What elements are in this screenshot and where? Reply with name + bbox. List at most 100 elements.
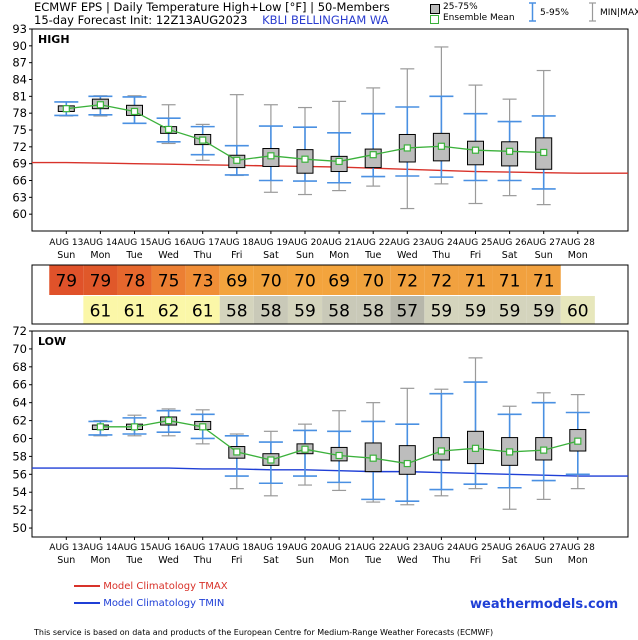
legend-tmax-line bbox=[74, 585, 100, 587]
low-xtick-date-label: AUG 28 bbox=[561, 543, 595, 553]
legend-whisker-glyph bbox=[528, 2, 536, 22]
low-xtick-weekday-label: Sun bbox=[296, 555, 314, 566]
high-ensemble-mean-point bbox=[369, 151, 377, 159]
high-panel: 60 63 66 69 72 75 78 81 84 87 90 93 HIGH AUG 13 Sun AUG… bbox=[12, 22, 629, 261]
high-summary-cell bbox=[49, 265, 84, 295]
high-summary-cell-value: 72 bbox=[396, 272, 418, 292]
high-summary-cell-value: 71 bbox=[465, 272, 487, 292]
low-xtick-weekday-label: Mon bbox=[90, 555, 110, 566]
high-xtick-weekday-label: Wed bbox=[397, 250, 418, 261]
chart-header: ECMWF EPS | Daily Temperature High+Low [… bbox=[34, 1, 390, 27]
high-summary-cell-value: 79 bbox=[90, 272, 112, 292]
low-xtick-date-label: AUG 24 bbox=[424, 543, 458, 553]
high-ensemble-mean-point bbox=[437, 142, 445, 150]
chart-subtitle: 15-day Forecast Init: 12Z13AUG2023 KBLI … bbox=[34, 14, 390, 27]
low-summary-cell-value: 59 bbox=[499, 302, 521, 322]
high-summary-cell bbox=[185, 265, 220, 295]
high-ensemble-mean-point bbox=[506, 147, 514, 155]
low-summary-cell-value: 58 bbox=[260, 302, 282, 322]
low-xtick-date-label: AUG 13 bbox=[49, 543, 83, 553]
high-summary-cell-value: 75 bbox=[158, 272, 180, 292]
legend-mean-swatch bbox=[430, 15, 439, 24]
high-xtick-date-label: AUG 14 bbox=[83, 238, 117, 248]
footer-credit: This service is based on data and produc… bbox=[34, 628, 494, 637]
high-xtick-weekday-label: Mon bbox=[568, 250, 588, 261]
low-summary-cell-value: 61 bbox=[192, 302, 214, 322]
low-summary-cell bbox=[492, 296, 527, 324]
high-xtick-weekday-label: Sat bbox=[263, 250, 279, 261]
high-ytick-label: 78 bbox=[12, 106, 27, 120]
low-summary-cell-value: 61 bbox=[124, 302, 146, 322]
low-summary-cell-value: 59 bbox=[465, 302, 487, 322]
low-xtick-weekday-label: Sun bbox=[57, 555, 75, 566]
temperature-chart: 60 63 66 69 72 75 78 81 84 87 90 93 HIGH AUG 13 Sun AUG… bbox=[12, 22, 629, 566]
legend-whisker-label: 5-95% bbox=[540, 8, 569, 18]
chart-title: ECMWF EPS | Daily Temperature High+Low [… bbox=[34, 0, 390, 14]
legend-mean-label: Ensemble Mean bbox=[443, 13, 515, 23]
high-xtick-date-label: AUG 26 bbox=[493, 238, 527, 248]
high-plot-frame bbox=[31, 28, 629, 232]
high-ensemble-mean-point bbox=[233, 156, 241, 164]
low-xtick-date-label: AUG 16 bbox=[152, 543, 186, 553]
high-ytick-label: 72 bbox=[12, 140, 27, 154]
low-summary-cell bbox=[117, 296, 152, 324]
high-xtick-date-label: AUG 20 bbox=[288, 238, 322, 248]
high-summary-cell-value: 79 bbox=[55, 272, 77, 292]
low-ensemble-mean-point bbox=[574, 437, 582, 445]
low-summary-cell bbox=[151, 296, 186, 324]
low-xtick-weekday-label: Sat bbox=[502, 555, 518, 566]
low-xtick-date-label: AUG 15 bbox=[117, 543, 151, 553]
high-xtick-weekday-label: Thu bbox=[193, 250, 212, 261]
high-xtick-weekday-label: Fri bbox=[470, 250, 481, 261]
low-summary-cell-value: 59 bbox=[533, 302, 555, 322]
high-summary-cell bbox=[356, 265, 391, 295]
low-summary-cell-value: 59 bbox=[294, 302, 316, 322]
high-ensemble-mean-point bbox=[199, 136, 207, 144]
high-ensemble-mean-point bbox=[62, 105, 70, 113]
low-xtick-date-label: AUG 26 bbox=[493, 543, 527, 553]
low-xtick-weekday-label: Sun bbox=[535, 555, 553, 566]
low-ytick-label: 56 bbox=[12, 467, 27, 481]
high-xtick-date-label: AUG 24 bbox=[424, 238, 458, 248]
low-xtick-date-label: AUG 14 bbox=[83, 543, 117, 553]
high-climatology-line bbox=[32, 161, 628, 174]
legend-tmax: Model Climatology TMAX bbox=[74, 581, 228, 592]
high-panel-label: HIGH bbox=[38, 33, 70, 46]
high-xtick-weekday-label: Wed bbox=[158, 250, 179, 261]
high-ensemble-mean-point bbox=[471, 146, 480, 154]
low-ensemble-mean-point bbox=[335, 451, 343, 460]
low-ensemble-mean-point bbox=[130, 423, 139, 431]
whisker-icon bbox=[529, 2, 536, 22]
low-ensemble-mean-point bbox=[301, 445, 309, 453]
low-xtick-date-label: AUG 22 bbox=[356, 543, 390, 553]
low-ensemble-mean-point bbox=[199, 423, 207, 431]
high-summary-cell bbox=[117, 265, 152, 295]
high-ytick-label: 66 bbox=[12, 174, 27, 188]
high-summary-cell-value: 70 bbox=[294, 272, 316, 292]
high-summary-cell bbox=[526, 265, 561, 295]
low-xtick-weekday-label: Fri bbox=[470, 555, 481, 566]
low-xtick-weekday-label: Sat bbox=[263, 555, 279, 566]
high-summary-cell-value: 71 bbox=[533, 272, 555, 292]
high-xtick-date-label: AUG 21 bbox=[322, 238, 356, 248]
low-summary-cell-value: 58 bbox=[328, 302, 350, 322]
high-ytick-label: 87 bbox=[12, 56, 27, 70]
low-xtick-weekday-label: Mon bbox=[568, 555, 588, 566]
low-xtick-date-label: AUG 23 bbox=[390, 543, 424, 553]
low-xtick-weekday-label: Wed bbox=[158, 555, 179, 566]
high-ytick-label: 90 bbox=[12, 39, 27, 53]
legend-tmin-line bbox=[74, 602, 100, 604]
legend-box-label: 25-75% bbox=[443, 2, 478, 12]
high-ensemble-mean-point bbox=[301, 155, 309, 163]
high-summary-cell bbox=[322, 265, 357, 295]
high-xtick-weekday-label: Thu bbox=[431, 250, 450, 261]
low-ytick-label: 58 bbox=[12, 449, 27, 463]
legend-minmax-label: MIN|MAX bbox=[600, 8, 638, 18]
low-summary-cell bbox=[322, 296, 357, 324]
low-xtick-weekday-label: Fri bbox=[231, 555, 242, 566]
high-xtick-date-label: AUG 15 bbox=[117, 238, 151, 248]
low-xtick-weekday-label: Thu bbox=[193, 555, 212, 566]
high-xtick-date-label: AUG 28 bbox=[561, 238, 595, 248]
summary-table-frame bbox=[31, 264, 629, 325]
low-ytick-label: 72 bbox=[12, 324, 27, 338]
